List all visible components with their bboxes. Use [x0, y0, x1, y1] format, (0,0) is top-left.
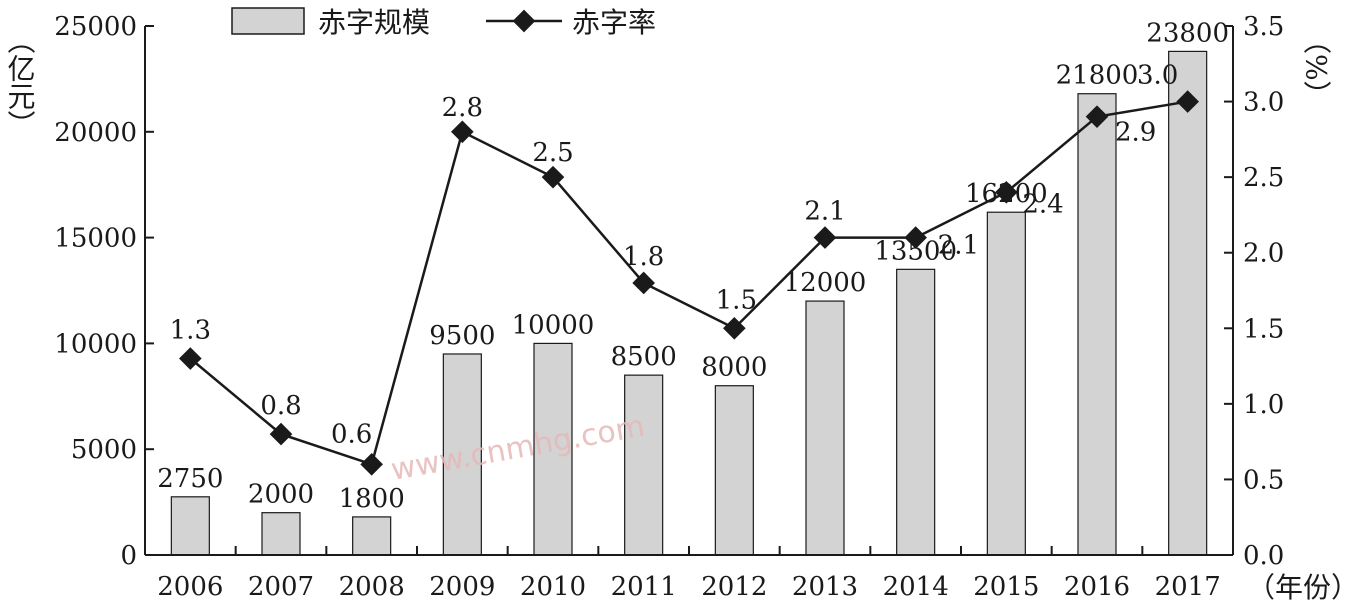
legend: 赤字规模 赤字率 — [231, 6, 656, 39]
bar — [1168, 50, 1208, 556]
rate-value-label: 2.4 — [1022, 189, 1063, 219]
rate-value-label: 2.5 — [532, 138, 573, 168]
bar — [624, 374, 664, 556]
left-tick-label: 20000 — [54, 118, 137, 148]
left-axis-unit: （亿元） — [4, 26, 37, 138]
rate-value-label: 2.9 — [1115, 118, 1156, 148]
rate-value-label: 1.3 — [170, 316, 211, 346]
x-tick-label: 2013 — [792, 572, 858, 602]
right-tick-label: 2.0 — [1243, 239, 1284, 269]
rate-marker — [451, 120, 474, 144]
right-tick-label: 1.5 — [1243, 314, 1284, 344]
axes: 0 5000 10000 15000 20000 25000 0.0 0.5 1.0 1.5 2.0… — [54, 12, 1284, 602]
bar-value-label: 2750 — [157, 464, 223, 494]
bar-value-label: 23800 — [1146, 18, 1229, 48]
left-tick-label: 0 — [120, 541, 137, 571]
bar-value-label: 12000 — [784, 268, 867, 298]
x-tick-label: 2006 — [157, 572, 223, 602]
rate-value-label: 2.1 — [804, 197, 845, 227]
bar — [805, 300, 845, 556]
x-tick-label: 2010 — [520, 572, 586, 602]
rate-marker — [1176, 90, 1199, 113]
x-tick-label: 2007 — [248, 572, 314, 602]
rate-value-label: 3.0 — [1137, 61, 1178, 91]
right-tick-label: 1.0 — [1243, 390, 1284, 420]
right-tick-label: 3.0 — [1243, 88, 1284, 118]
bar-value-label: 2000 — [248, 480, 314, 510]
legend-line-marker — [512, 9, 536, 33]
watermark: www.cnmhg.com — [388, 409, 647, 488]
left-tick-label: 25000 — [54, 12, 137, 42]
x-tick-label: 2014 — [883, 572, 949, 602]
rate-marker — [632, 271, 655, 295]
x-axis-label: （年份） — [1247, 571, 1356, 604]
bar-value-label: 13500 — [874, 236, 957, 266]
line-series — [179, 90, 1199, 476]
legend-line-label: 赤字率 — [572, 6, 656, 39]
bar-value-label: 9500 — [429, 321, 495, 351]
bar-value-label: 21800 — [1056, 61, 1139, 91]
bar — [896, 268, 936, 556]
bar — [533, 342, 573, 556]
left-tick-label: 10000 — [54, 329, 137, 359]
left-tick-label: 15000 — [54, 224, 137, 254]
rate-value-label: 0.6 — [331, 419, 372, 449]
rate-marker — [1085, 105, 1109, 128]
bar-series — [170, 50, 1208, 556]
x-tick-label: 2012 — [701, 572, 767, 602]
bar — [986, 211, 1026, 556]
rate-value-label: 2.1 — [938, 231, 979, 261]
rate-line — [189, 100, 1188, 466]
rate-value-label: 0.8 — [260, 391, 301, 421]
bar-value-label: 16200 — [965, 179, 1048, 209]
x-tick-label: 2009 — [429, 572, 495, 602]
x-tick-label: 2016 — [1064, 572, 1130, 602]
x-tick-label: 2015 — [973, 572, 1039, 602]
right-tick-label: 0.0 — [1243, 541, 1284, 571]
right-tick-label: 2.5 — [1243, 163, 1284, 193]
rate-value-label: 2.8 — [442, 93, 483, 123]
rate-marker — [269, 422, 293, 446]
bar-value-label: 8500 — [611, 342, 677, 372]
bar-value-label: 8000 — [701, 353, 767, 383]
x-tick-label: 2008 — [339, 572, 405, 602]
bar — [261, 512, 301, 556]
x-tick-label: 2011 — [611, 572, 677, 602]
bar — [442, 353, 482, 556]
left-tick-label: 5000 — [71, 435, 137, 465]
rate-value-label: 1.5 — [716, 285, 757, 315]
right-tick-label: 0.5 — [1243, 465, 1284, 495]
bar-value-label: 1800 — [339, 484, 405, 514]
bar — [714, 385, 754, 556]
rate-marker — [723, 316, 746, 340]
bar — [1077, 93, 1117, 556]
right-axis-unit: （%） — [1300, 26, 1333, 109]
bar — [170, 496, 210, 556]
legend-bar-swatch — [231, 7, 305, 35]
legend-bar-label: 赤字规模 — [318, 6, 430, 39]
x-tick-label: 2017 — [1155, 572, 1221, 602]
bar — [352, 516, 392, 556]
rate-value-label: 1.8 — [623, 242, 664, 272]
bar-value-label: 10000 — [512, 310, 595, 340]
rate-marker — [360, 453, 383, 476]
right-tick-label: 3.5 — [1243, 12, 1284, 42]
